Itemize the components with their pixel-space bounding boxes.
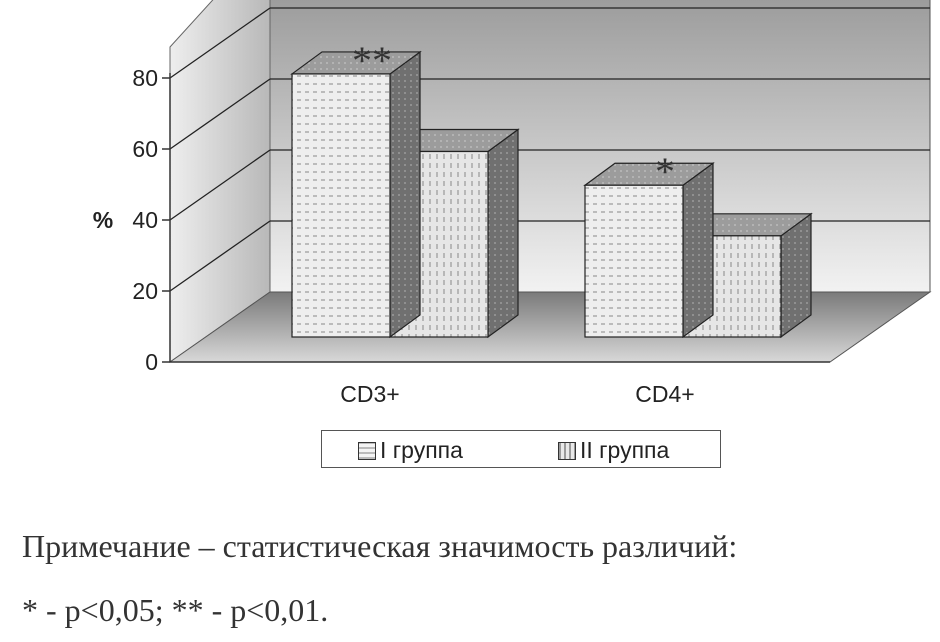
legend-swatch-1 — [358, 442, 376, 460]
bar-front — [292, 74, 390, 337]
chart-walls — [170, 0, 930, 362]
y-tick-label: 80 — [132, 65, 158, 91]
bar — [292, 52, 420, 337]
legend-item-series-2: II группа — [558, 437, 669, 464]
note-line-1: Примечание – статистическая значимость р… — [22, 528, 737, 565]
bar-side — [390, 52, 420, 337]
x-tick-label: CD4+ — [635, 381, 694, 407]
y-tick-label: 20 — [132, 278, 158, 304]
legend-item-series-1: I группа — [358, 437, 463, 464]
y-axis-label: % — [93, 207, 113, 233]
bar-side — [683, 163, 713, 337]
category-labels: CD3+ CD4+ — [340, 381, 694, 407]
y-tick-label: 40 — [132, 207, 158, 233]
bar — [585, 163, 713, 337]
legend: I группа II группа — [321, 430, 721, 468]
y-tick-label: 60 — [132, 136, 158, 162]
bar-front — [585, 185, 683, 337]
bar-chart-3d: 020406080% *** CD3+CD4+ — [0, 0, 940, 500]
legend-swatch-2 — [558, 442, 576, 460]
legend-label-1: I группа — [380, 437, 463, 463]
x-tick-label: CD3+ — [340, 381, 399, 407]
legend-label-2: II группа — [580, 437, 669, 463]
significance-marker: ** — [352, 38, 392, 83]
bar-side — [488, 130, 518, 337]
y-tick-label: 0 — [145, 349, 158, 375]
floor — [170, 292, 930, 362]
significance-marker: * — [655, 149, 675, 194]
note-line-2: * - р<0,05; ** - р<0,01. — [22, 592, 328, 629]
